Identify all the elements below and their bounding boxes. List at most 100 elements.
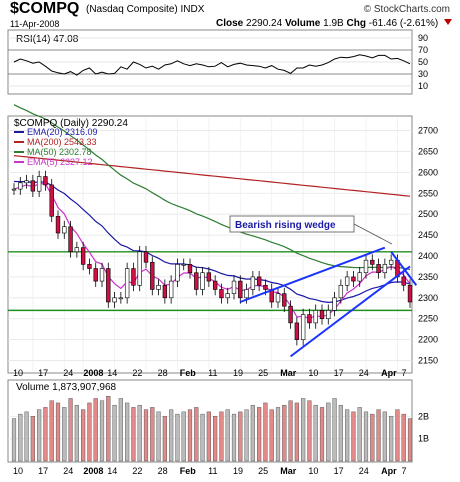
volume-bar xyxy=(206,411,211,462)
candle-body xyxy=(294,322,300,340)
candle-body xyxy=(137,251,142,286)
candle-body xyxy=(74,247,80,253)
volume-bar xyxy=(68,398,73,462)
candle-body xyxy=(43,176,48,186)
volume-bars xyxy=(11,396,413,462)
price-tick-label: 2550 xyxy=(418,188,438,198)
down-arrow-icon xyxy=(444,19,452,25)
price-tick-label: 2200 xyxy=(418,335,438,345)
volume-bar xyxy=(131,407,136,462)
volume-bar xyxy=(24,411,29,462)
chart-date: 11-Apr-2008 xyxy=(10,19,60,29)
candle-body xyxy=(401,276,406,286)
x-tick-label: 7 xyxy=(401,368,406,378)
candle-body xyxy=(370,259,375,265)
x-tick-label: Mar xyxy=(280,466,297,476)
candle-body xyxy=(156,284,161,290)
price-ticks: 2700 2650 2600 2550 2500 2450 2400 2350 2300 2250… xyxy=(418,126,438,366)
volume-bar xyxy=(269,409,274,462)
volume-bar xyxy=(43,407,48,462)
price-tick-label: 2600 xyxy=(418,167,438,177)
x-tick-label: 17 xyxy=(38,466,48,476)
candle-body xyxy=(68,226,73,253)
volume-bar xyxy=(169,409,174,462)
x-tick-label: Apr xyxy=(381,368,397,378)
x-tick-label: Feb xyxy=(180,368,197,378)
candle-body xyxy=(112,297,117,303)
volume-bar xyxy=(106,396,111,462)
volume-bar xyxy=(74,404,79,462)
x-tick-label: 10 xyxy=(308,466,318,476)
volume-bar xyxy=(332,398,337,462)
candle-body xyxy=(55,215,61,234)
volume-bar xyxy=(363,411,369,462)
volume-tick-label: 2B xyxy=(418,411,429,421)
close-label: Close xyxy=(216,18,244,29)
x-tick-label: 14 xyxy=(107,466,117,476)
candle-body xyxy=(313,310,318,324)
volume-bar xyxy=(175,413,180,462)
candle-body xyxy=(288,305,293,324)
volume-bar xyxy=(275,407,281,462)
candle-body xyxy=(407,284,413,303)
volume-bar xyxy=(93,398,98,462)
volume-bar xyxy=(401,413,406,462)
volume-bar xyxy=(137,404,142,462)
candle-body xyxy=(18,182,23,190)
x-tick-label: 28 xyxy=(158,466,168,476)
volume-bar xyxy=(238,411,243,462)
x-tick-label: 22 xyxy=(132,368,142,378)
candle-body xyxy=(282,293,287,307)
volume-bar xyxy=(213,416,218,462)
x-tick-label: Feb xyxy=(180,466,197,476)
volume-bar xyxy=(382,411,387,462)
symbol-title: $COMPQ xyxy=(10,0,80,17)
volume-bar xyxy=(357,407,362,462)
volume-bar xyxy=(407,418,413,462)
volume-bar xyxy=(55,402,61,462)
candle-body xyxy=(124,268,130,299)
price-tick-label: 2250 xyxy=(418,314,438,324)
annotation-text: Bearish rising wedge xyxy=(235,220,336,231)
x-tick-label: 11 xyxy=(208,368,217,378)
candle-body xyxy=(30,180,36,192)
volume-bar xyxy=(351,411,356,462)
candle-body xyxy=(150,261,155,290)
volume-bar xyxy=(313,404,318,462)
volume-bar xyxy=(87,402,92,462)
wedge-lines xyxy=(239,246,418,358)
candle-body xyxy=(344,276,350,286)
volume-bar xyxy=(143,409,149,462)
x-tick-label: 24 xyxy=(359,368,369,378)
volume-bar xyxy=(395,409,400,462)
price-tick-label: 2500 xyxy=(418,209,438,219)
rsi-label: RSI(14) 47.08 xyxy=(16,34,79,45)
candle-body xyxy=(319,310,325,320)
candle-body xyxy=(118,297,124,300)
quote-line: Close 2290.24 Volume 1.9B Chg -61.46 (-2… xyxy=(216,18,452,29)
candle-body xyxy=(212,280,218,290)
x-tick-label: 10 xyxy=(308,368,318,378)
x-tick-label: 28 xyxy=(158,368,168,378)
volume-bar xyxy=(301,398,306,462)
x-axis-labels-bottom: 10 17 24 2008 14 22 28 Feb 11 19 25 Mar 10 17 24 Apr 7 xyxy=(13,466,407,476)
candle-body xyxy=(49,184,54,217)
candle-body xyxy=(99,268,105,282)
x-tick-label: 2008 xyxy=(83,368,103,378)
candle-body xyxy=(307,314,312,324)
volume-bar xyxy=(345,409,350,462)
volume-bar xyxy=(307,400,312,462)
x-tick-label: 25 xyxy=(258,466,268,476)
candle-body xyxy=(219,289,224,299)
candle-body xyxy=(225,293,230,299)
brand-label[interactable]: © StockCharts.com xyxy=(363,4,450,15)
candle-body xyxy=(131,268,136,286)
candle-body xyxy=(87,264,92,269)
candle-body xyxy=(24,180,29,184)
volume-bar xyxy=(288,400,293,462)
volume-bar xyxy=(81,409,86,462)
rsi-tick-label: 30 xyxy=(418,69,428,79)
volume-bar xyxy=(389,416,394,462)
x-tick-label: 17 xyxy=(38,368,48,378)
